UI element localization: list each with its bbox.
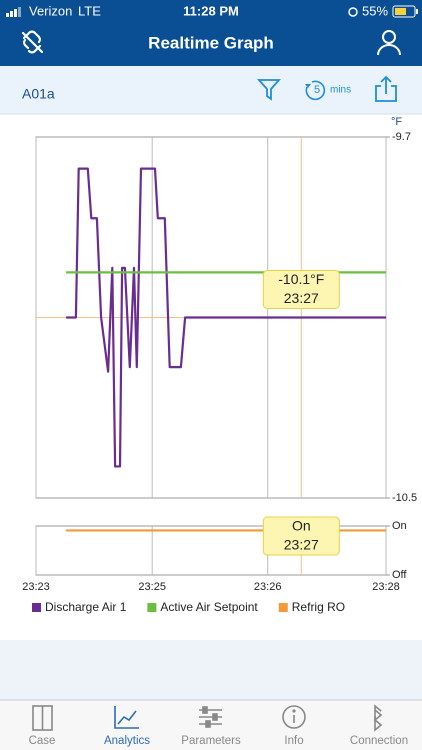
share-button[interactable] (375, 75, 397, 102)
y-tick-label: Off (392, 569, 407, 581)
tab-label[interactable]: Parameters (181, 735, 241, 747)
battery-icon (392, 5, 418, 18)
legend-swatch (32, 603, 41, 612)
clock: 11:28 PM (183, 3, 239, 18)
tab-label[interactable]: Connection (350, 735, 408, 747)
footer-space (0, 640, 422, 700)
parameters-icon (199, 706, 222, 728)
tooltip-text: 23:27 (284, 290, 319, 306)
interval-button[interactable]: 5 mins (305, 80, 351, 101)
battery-level: 55% (362, 3, 388, 18)
tab-label[interactable]: Case (29, 735, 56, 747)
filter-button[interactable] (256, 79, 282, 101)
tooltip-box (262, 516, 340, 556)
x-tick-label: 23:28 (372, 581, 400, 593)
legend-label: Active Air Setpoint (160, 600, 258, 614)
interval-value: 5 (314, 84, 320, 96)
signal-icon (6, 7, 21, 17)
y-tick-label: -10.5 (392, 492, 417, 504)
legend-swatch (147, 603, 157, 612)
y-tick-label: -9.7 (392, 131, 411, 143)
tab-bar (0, 700, 422, 750)
legend-label: Refrig RO (292, 600, 345, 614)
tab-label-active[interactable]: Analytics (104, 735, 150, 747)
tooltip: -10.1°F 23:27 (262, 270, 340, 309)
y-tick-label: On (392, 520, 407, 532)
alarm-icon (348, 7, 358, 17)
tooltip-box (262, 270, 340, 309)
unit-name: A01a (22, 86, 55, 102)
tooltip-text: 23:27 (284, 537, 319, 553)
series-line (66, 167, 386, 468)
screen-title: Realtime Graph (148, 33, 274, 52)
x-tick-label: 23:26 (254, 581, 282, 593)
case-icon (32, 705, 53, 731)
tooltip-text: On (292, 518, 311, 534)
analytics-icon (114, 706, 139, 729)
header-bar (0, 0, 422, 66)
x-tick-label: 23:23 (22, 581, 50, 593)
tab-label[interactable]: Info (284, 735, 303, 747)
tooltip: On 23:27 (262, 516, 340, 556)
y-unit: °F (391, 116, 402, 128)
info-icon (282, 705, 306, 729)
tooltip-text: -10.1°F (278, 271, 324, 287)
toolbar (0, 66, 422, 114)
connection-icon (374, 704, 383, 732)
x-tick-label: 23:25 (138, 581, 166, 593)
interval-unit: mins (330, 85, 351, 96)
carrier: Verizon (29, 3, 72, 18)
legend-label: Discharge Air 1 (45, 600, 127, 614)
user-button[interactable] (377, 30, 401, 56)
legend-swatch (278, 603, 288, 612)
network: LTE (78, 3, 101, 18)
disconnect-button[interactable] (21, 30, 44, 54)
